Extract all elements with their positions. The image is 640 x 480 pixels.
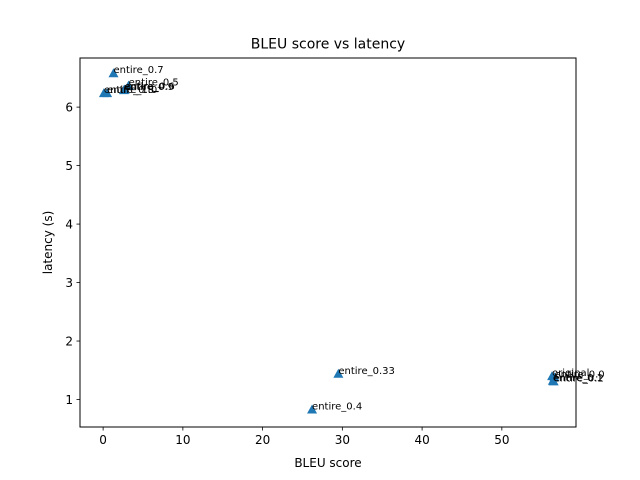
x-tick-label: 10	[175, 433, 190, 447]
y-tick-label: 1	[65, 393, 73, 407]
y-tick-label: 3	[65, 276, 73, 290]
data-point-label: entire_0.7	[113, 65, 163, 76]
data-point-label: entire_0.5	[129, 77, 179, 88]
y-tick-label: 4	[65, 218, 73, 232]
data-point-label: entire_1.0	[107, 85, 157, 96]
y-tick-label: 5	[65, 159, 73, 173]
y-axis-ticks: 1 2 3 4 5 6	[65, 101, 80, 407]
data-point-marker	[333, 368, 344, 378]
data-point-label: entire_0.1	[553, 373, 603, 384]
y-axis-label: latency (s)	[41, 211, 55, 275]
data-point-label: entire_0.33	[338, 366, 395, 377]
data-point-marker	[548, 376, 559, 386]
y-tick-label: 6	[65, 101, 73, 115]
x-tick-label: 20	[255, 433, 270, 447]
x-tick-label: 30	[335, 433, 350, 447]
data-point-marker	[307, 404, 318, 414]
y-tick-label: 2	[65, 335, 73, 349]
data-point-label: entire_0.4	[312, 401, 362, 412]
data-point-label: entire_0.9	[124, 82, 174, 93]
chart-title: BLEU score vs latency	[251, 37, 405, 53]
x-tick-label: 40	[414, 433, 429, 447]
x-tick-label: 0	[99, 433, 107, 447]
data-point-label: entire_0.6	[125, 82, 175, 93]
x-tick-label: 50	[494, 433, 509, 447]
x-axis-label: BLEU score	[294, 456, 361, 470]
axes-frame	[79, 57, 577, 428]
data-point-label: entire_0.8	[104, 85, 154, 96]
data-point-marker	[108, 68, 119, 78]
data-point-marker	[123, 80, 134, 90]
x-axis-ticks: 0 10 20 30 40 50	[99, 427, 509, 447]
data-point-marker	[118, 85, 129, 95]
data-point-label: original	[552, 368, 589, 379]
data-point-label: entire_0.0	[554, 369, 604, 380]
data-point-label: entire_0.2	[554, 373, 604, 384]
data-points: entire_0.7entire_0.5entire_0.6entire_0.9…	[98, 65, 605, 414]
data-point-marker	[102, 88, 113, 98]
